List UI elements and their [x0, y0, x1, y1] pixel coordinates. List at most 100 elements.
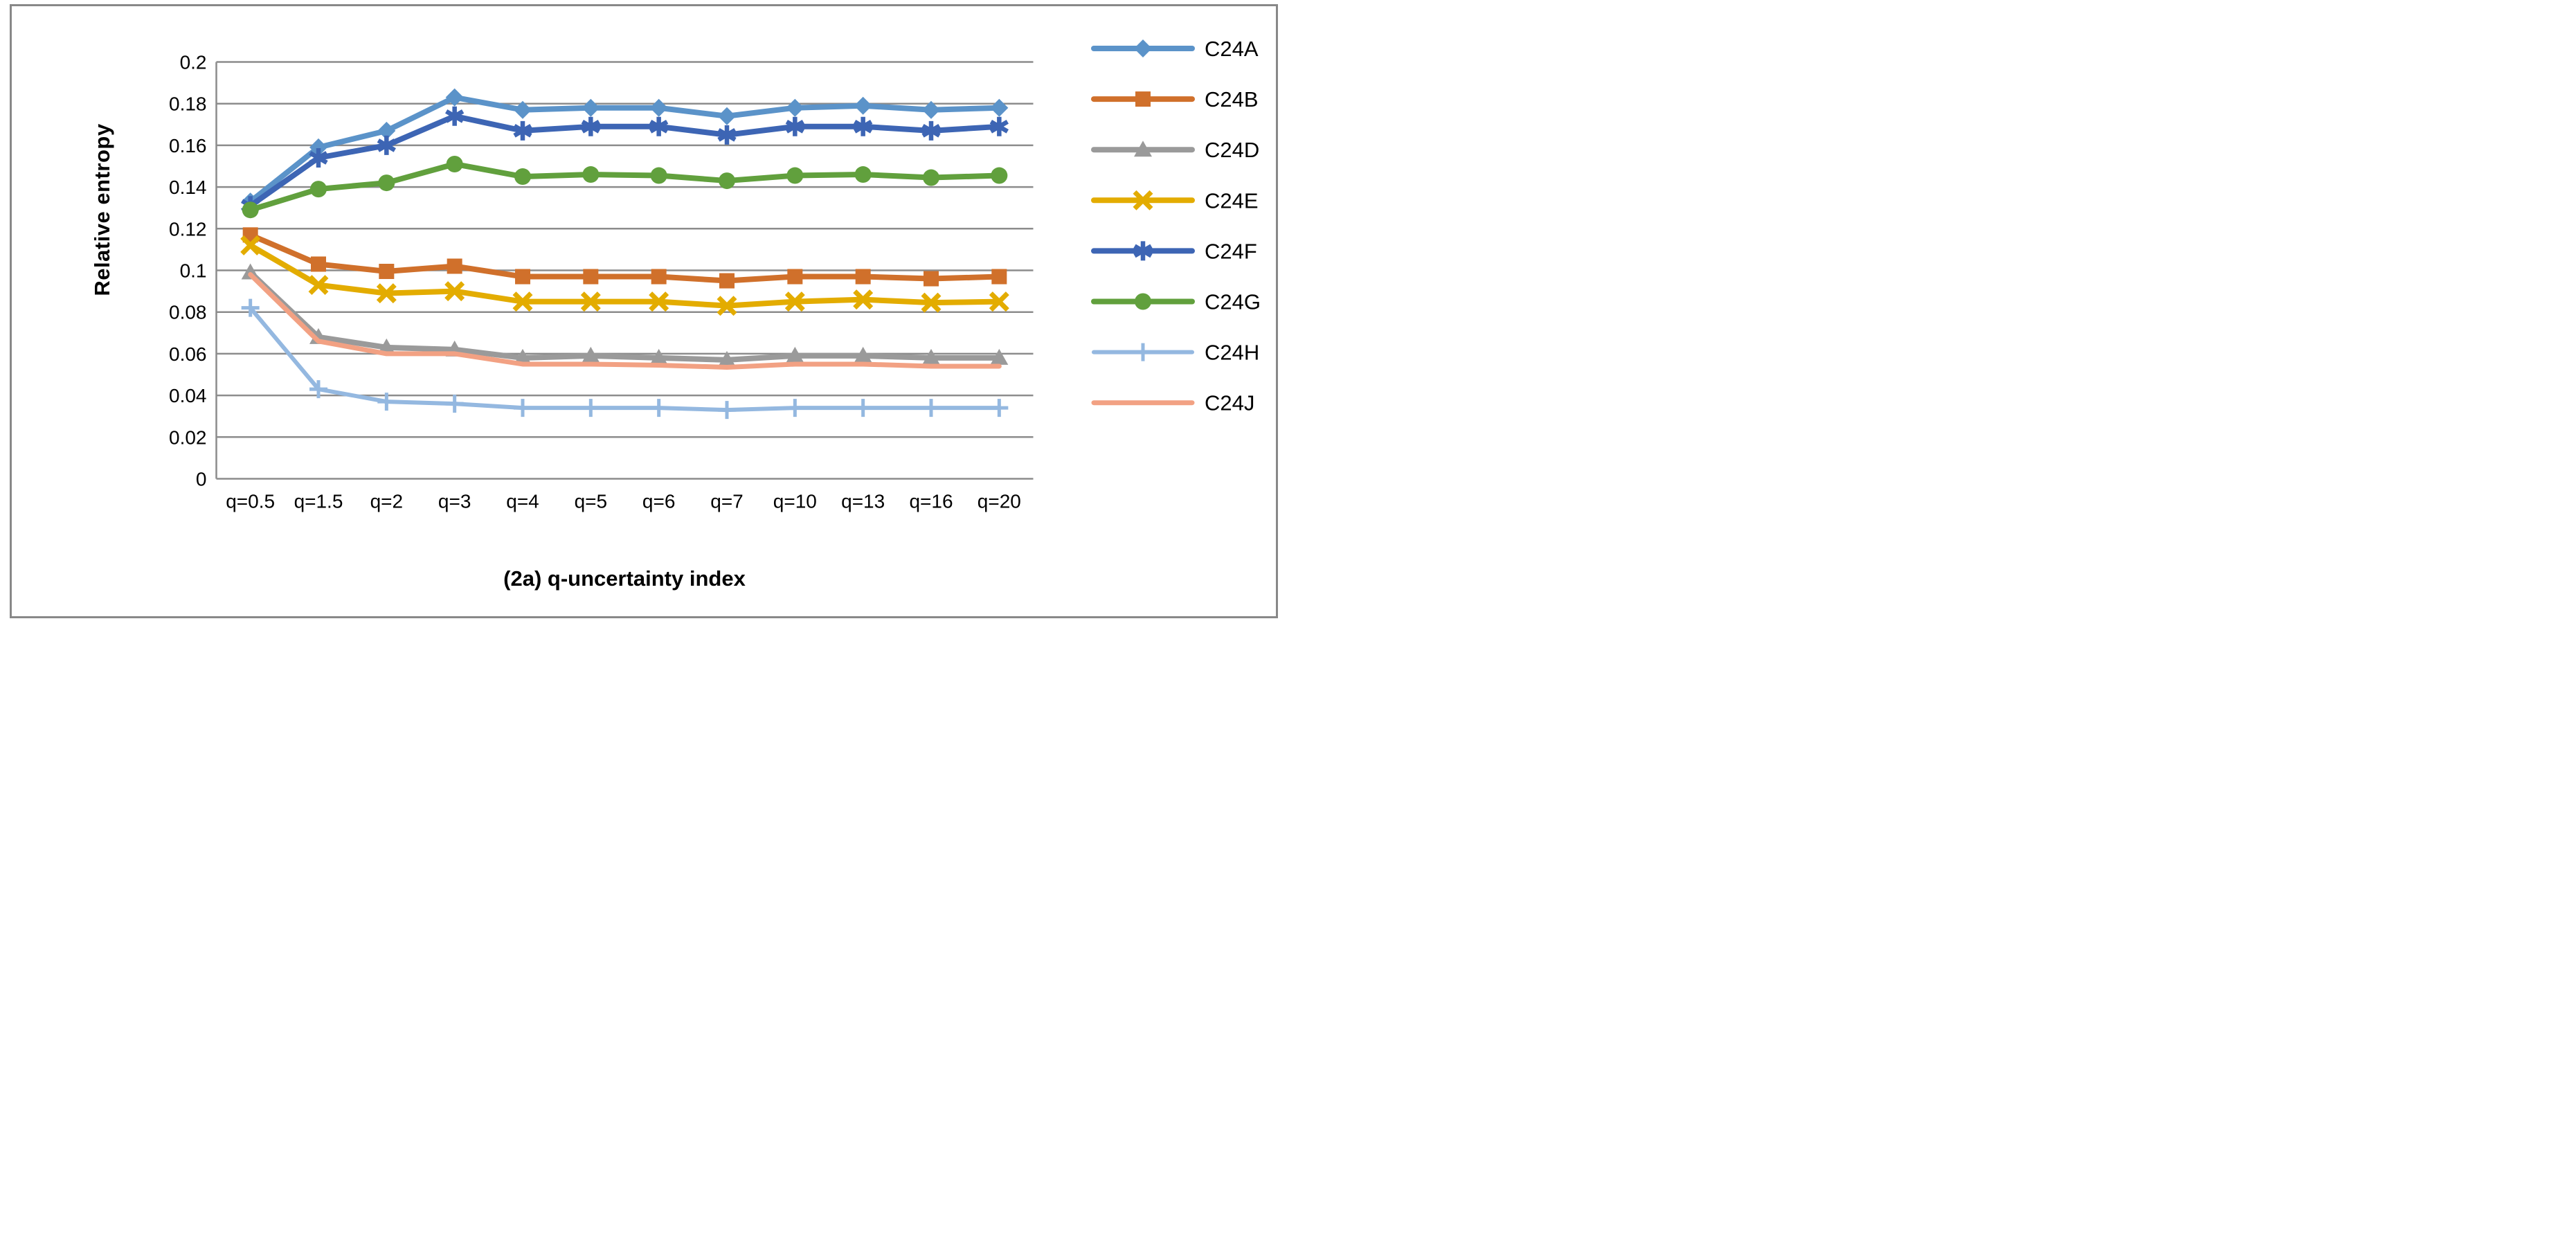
- series-marker-C24H-q=20: [990, 399, 1009, 417]
- series-marker-C24B-q=10: [787, 269, 803, 285]
- legend-label-C24B: C24B: [1205, 87, 1259, 111]
- series-marker-C24E-q=1.5: [308, 275, 329, 296]
- legend-swatch-marker-C24E: [1133, 190, 1153, 210]
- series-marker-C24A-q=10: [786, 98, 804, 117]
- series-marker-C24E-q=20: [989, 291, 1009, 312]
- series-marker-C24H-q=16: [922, 399, 940, 417]
- x-tick-label-q=1.5: q=1.5: [294, 491, 343, 512]
- series-marker-C24H-q=13: [854, 399, 872, 417]
- series-marker-C24B-q=4: [515, 269, 530, 285]
- x-tick-label-q=2: q=2: [370, 491, 404, 512]
- series-line-C24E: [247, 242, 1002, 309]
- series-marker-C24G-q=16: [923, 169, 939, 186]
- series-marker-C24B-q=6: [651, 269, 667, 285]
- series-marker-C24F-q=3: [445, 106, 465, 126]
- series-marker-C24H-q=7: [718, 401, 736, 420]
- y-axis-title: Relative entropy: [90, 123, 114, 296]
- series-marker-C24D-q=16: [922, 348, 940, 365]
- series-marker-C24G-q=0.5: [242, 201, 259, 219]
- series-marker-C24H-q=10: [786, 399, 804, 417]
- legend-label-C24F: C24F: [1205, 239, 1257, 263]
- legend-swatch-marker-C24G: [1135, 293, 1151, 310]
- series-marker-C24H-q=5: [582, 399, 600, 417]
- series-marker-C24F-q=5: [581, 116, 600, 136]
- series-marker-C24F-q=1.5: [309, 147, 328, 168]
- legend-label-C24H: C24H: [1205, 341, 1259, 365]
- series-marker-C24G-q=2: [378, 174, 395, 192]
- y-tick-label-0.08: 0.08: [169, 302, 207, 323]
- x-tick-label-q=0.5: q=0.5: [226, 491, 275, 512]
- series-line-C24F: [247, 113, 1002, 209]
- series-marker-C24H-q=1.5: [309, 380, 327, 399]
- y-tick-label-0.18: 0.18: [169, 93, 207, 115]
- legend-label-C24A: C24A: [1205, 37, 1259, 61]
- series-marker-C24G-q=10: [786, 167, 804, 184]
- series-line-C24B: [247, 232, 1002, 284]
- legend-label-C24E: C24E: [1205, 188, 1259, 213]
- series-marker-C24A-q=20: [990, 98, 1009, 117]
- series-marker-C24E-q=13: [853, 289, 874, 310]
- series-marker-C24A-q=4: [514, 100, 532, 119]
- legend-swatch-marker-C24A: [1134, 39, 1152, 57]
- series-marker-C24B-q=7: [719, 273, 735, 289]
- series-marker-C24G-q=13: [854, 166, 872, 183]
- x-axis-title: (2a) q-uncertainty index: [503, 566, 746, 591]
- series-marker-C24B-q=16: [924, 271, 939, 287]
- legend-label-C24G: C24G: [1205, 290, 1261, 314]
- series-line-C24G: [247, 161, 1002, 213]
- series-marker-C24E-q=5: [580, 291, 601, 312]
- series-marker-C24A-q=16: [922, 100, 940, 119]
- line-chart: 0 0.02 0.04 0.06 0.08 0.1 0.12 0.14 0.16 0.18 0.2 q…: [169, 37, 1261, 512]
- series-marker-C24G-q=5: [582, 166, 600, 183]
- series-marker-C24F-q=20: [989, 116, 1009, 136]
- series-marker-C24H-q=3: [445, 395, 464, 413]
- series-marker-C24G-q=3: [446, 155, 463, 172]
- series-marker-C24H-q=6: [649, 399, 668, 417]
- series-marker-C24F-q=6: [649, 116, 669, 136]
- legend-label-C24D: C24D: [1205, 138, 1259, 162]
- legend-swatch-marker-C24H: [1134, 343, 1152, 361]
- series-marker-C24F-q=4: [513, 120, 532, 141]
- y-tick-label-0.2: 0.2: [180, 52, 207, 73]
- series-marker-C24B-q=20: [991, 269, 1007, 285]
- series-marker-C24D-q=10: [786, 346, 804, 363]
- y-tick-label-0.16: 0.16: [169, 135, 207, 156]
- y-tick-label-0.14: 0.14: [169, 177, 207, 198]
- series-marker-C24E-q=7: [717, 296, 737, 316]
- series-marker-C24B-q=1.5: [311, 256, 326, 272]
- x-tick-label-q=16: q=16: [909, 491, 953, 512]
- series-marker-C24E-q=3: [444, 281, 465, 302]
- series-marker-C24E-q=10: [784, 291, 805, 312]
- series-marker-C24G-q=1.5: [310, 181, 327, 198]
- series-marker-C24B-q=5: [583, 269, 599, 285]
- y-tick-label-0.12: 0.12: [169, 218, 207, 240]
- x-tick-label-q=13: q=13: [841, 491, 885, 512]
- x-tick-label-q=10: q=10: [773, 491, 817, 512]
- x-tick-label-q=6: q=6: [642, 491, 676, 512]
- series-line-C24D: [247, 269, 1002, 363]
- x-tick-label-q=4: q=4: [506, 491, 539, 512]
- y-tick-label-0.04: 0.04: [169, 385, 207, 406]
- y-tick-label-0.06: 0.06: [169, 343, 207, 365]
- series-marker-C24G-q=20: [991, 167, 1008, 184]
- series-marker-C24E-q=2: [376, 283, 397, 304]
- x-tick-label-q=20: q=20: [978, 491, 1021, 512]
- y-tick-label-0.02: 0.02: [169, 426, 207, 448]
- series-marker-C24F-q=10: [785, 116, 804, 136]
- series-marker-C24B-q=3: [447, 258, 462, 274]
- series-marker-C24D-q=13: [854, 346, 872, 363]
- series-line-C24H: [248, 305, 1002, 413]
- x-tick-label-q=7: q=7: [710, 491, 744, 512]
- series-marker-C24A-q=7: [718, 107, 736, 125]
- y-tick-label-0: 0: [196, 469, 207, 490]
- series-marker-C24D-q=4: [514, 348, 532, 365]
- legend-swatch-marker-C24D: [1134, 141, 1152, 157]
- series-marker-C24A-q=13: [854, 96, 872, 115]
- series-marker-C24H-q=4: [514, 399, 532, 417]
- series-line-C24J: [248, 272, 1002, 370]
- series-marker-C24F-q=2: [377, 135, 396, 155]
- series-marker-C24D-q=20: [990, 348, 1009, 365]
- series-marker-C24F-q=13: [854, 116, 873, 136]
- series-line-C24A: [247, 94, 1002, 205]
- series-marker-C24D-q=5: [582, 346, 600, 363]
